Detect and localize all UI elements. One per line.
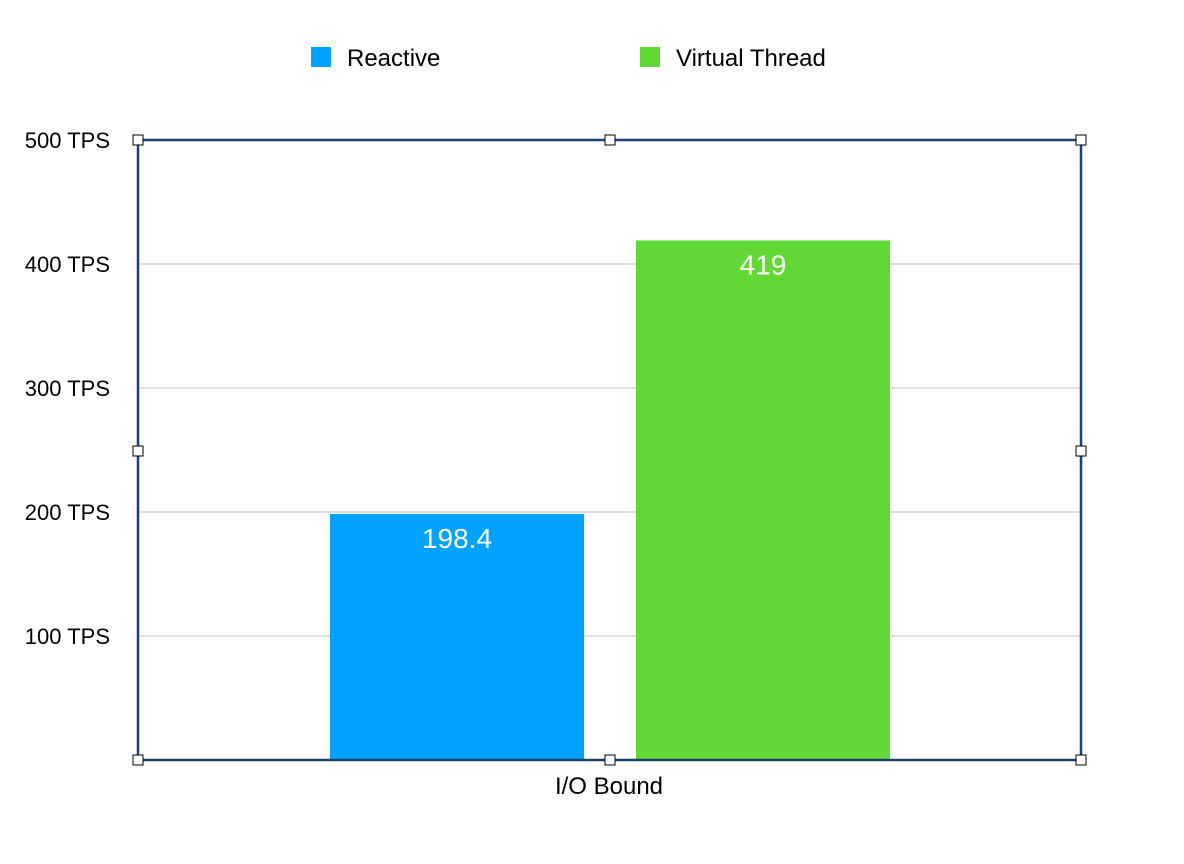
gridlines (138, 263, 1081, 637)
selection-frame[interactable] (132, 134, 1087, 766)
y-tick-label: 100 TPS (25, 624, 110, 649)
resize-handle-left[interactable] (132, 445, 144, 457)
y-tick-label: 500 TPS (25, 128, 110, 153)
resize-handle-bottom-left[interactable] (132, 754, 144, 766)
x-category-label: I/O Bound (555, 773, 663, 800)
resize-handle-top-right[interactable] (1075, 134, 1087, 146)
y-tick-label: 400 TPS (25, 252, 110, 277)
x-axis: I/O Bound (555, 773, 663, 800)
resize-handle-top[interactable] (604, 134, 616, 146)
legend-label-2: Virtual Thread (676, 45, 826, 72)
bar-virtual-thread (636, 240, 890, 760)
y-axis: 100 TPS 200 TPS 300 TPS 400 TPS 500 TPS (25, 128, 110, 649)
bars: 198.4 419 (330, 240, 890, 760)
y-tick-label: 300 TPS (25, 376, 110, 401)
legend: Reactive Virtual Thread (311, 45, 826, 72)
resize-handle-bottom-right[interactable] (1075, 754, 1087, 766)
data-label: 198.4 (422, 523, 492, 554)
resize-handle-bottom[interactable] (604, 754, 616, 766)
legend-swatch-2 (640, 47, 660, 67)
legend-label-1: Reactive (347, 45, 440, 72)
data-label: 419 (740, 249, 787, 280)
y-tick-label: 200 TPS (25, 500, 110, 525)
bar-reactive (330, 513, 584, 760)
legend-swatch-1 (311, 47, 331, 67)
resize-handle-right[interactable] (1075, 445, 1087, 457)
resize-handle-top-left[interactable] (132, 134, 144, 146)
frame-border (136, 138, 1083, 762)
